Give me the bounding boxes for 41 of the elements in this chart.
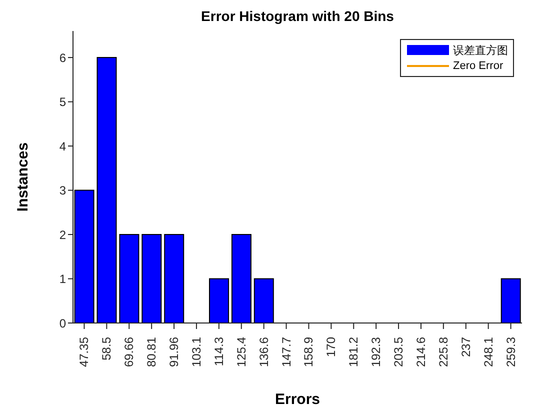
bar: [142, 234, 162, 323]
x-tick-label: 225.8: [436, 336, 450, 368]
y-axis-title: Instances: [14, 142, 32, 212]
y-tick-label: 4: [59, 139, 66, 154]
x-tick-label: 58.5: [100, 336, 114, 360]
legend-label: 误差直方图: [453, 44, 508, 58]
bar: [74, 190, 94, 323]
x-tick-label: 136.6: [256, 336, 271, 368]
x-tick-label: 147.7: [279, 336, 294, 368]
x-tick-label: 91.96: [167, 336, 182, 368]
bar: [96, 57, 117, 323]
x-tick-label: 170: [324, 336, 338, 358]
x-tick-label: 80.81: [144, 336, 159, 368]
x-tick-label: 47.35: [77, 336, 92, 368]
x-tick-label: 103.1: [189, 336, 204, 368]
x-tick-label: 203.5: [392, 336, 406, 368]
x-tick-label: 158.9: [302, 336, 316, 368]
bar: [164, 234, 184, 323]
x-tick-label: 69.66: [122, 336, 136, 368]
y-tick-label: 1: [59, 272, 66, 286]
y-tick-label: 0: [59, 316, 66, 330]
bar: [254, 278, 274, 323]
x-axis-title: Errors: [274, 391, 320, 408]
y-tick-label: 2: [59, 228, 66, 242]
x-tick-label: 192.3: [369, 336, 384, 368]
x-tick-label: 125.4: [234, 336, 248, 368]
chart-title: Error Histogram with 20 Bins: [200, 8, 395, 24]
legend-label: Zero Error: [453, 60, 504, 72]
y-tick-label: 6: [59, 50, 66, 65]
bar: [208, 278, 229, 323]
x-tick-label: 181.2: [346, 336, 361, 368]
bar: [500, 278, 521, 323]
x-tick-label: 114.3: [212, 336, 226, 366]
bar: [231, 234, 252, 323]
x-tick-label: 214.6: [414, 336, 428, 368]
x-tick-label: 248.1: [481, 336, 496, 368]
x-tick-label: 237: [458, 336, 473, 358]
bar: [119, 234, 140, 323]
y-tick-label: 3: [59, 184, 66, 198]
y-tick-label: 5: [59, 95, 66, 110]
x-tick-label: 259.3: [504, 336, 518, 368]
